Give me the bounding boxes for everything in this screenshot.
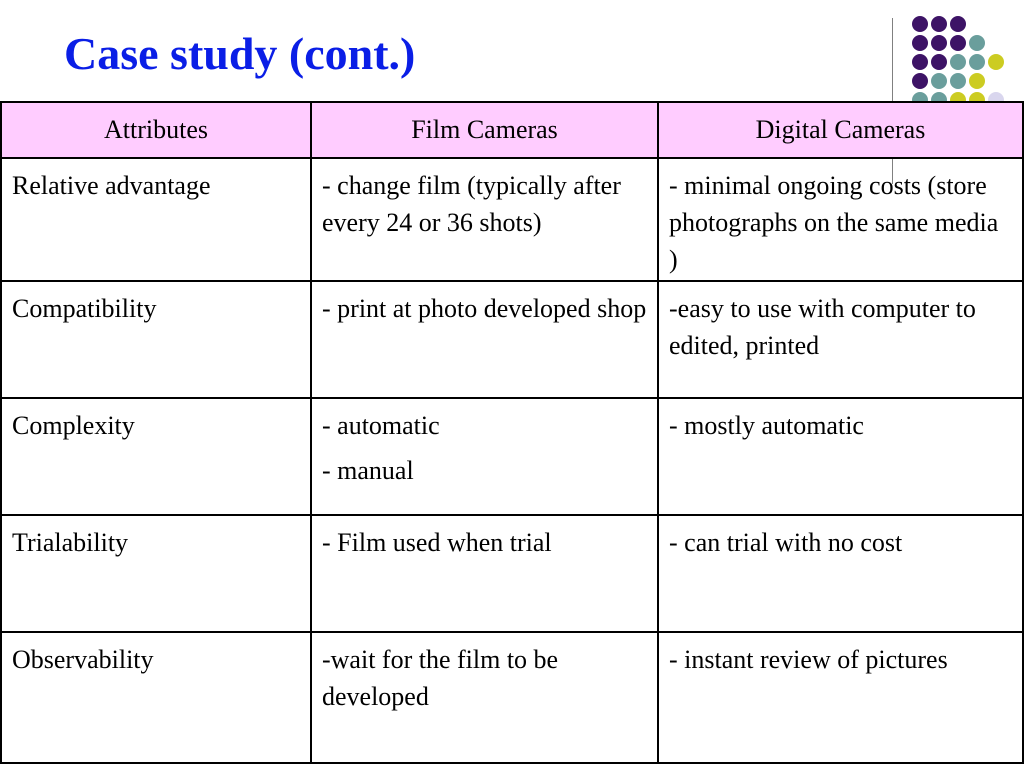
attribute-cell: Trialability [0, 514, 312, 633]
slide-title: Case study (cont.) [64, 28, 416, 79]
digital-cell-line: - mostly automatic [669, 411, 864, 440]
digital-cell: - can trial with no cost [657, 514, 1024, 633]
decorative-dot [912, 54, 928, 70]
film-cell-line: - change film (typically after every 24 … [322, 171, 621, 237]
decorative-dot [931, 73, 947, 89]
attribute-cell: Relative advantage [0, 157, 312, 282]
comparison-table: Attributes Film Cameras Digital Cameras … [0, 101, 1024, 764]
digital-cell-line: - instant review of pictures [669, 645, 948, 674]
table-row: Trialability - Film used when trial - ca… [0, 514, 1024, 633]
film-cell: - automatic - manual [310, 397, 659, 516]
decorative-dot [950, 54, 966, 70]
decorative-dot [931, 54, 947, 70]
table-header-row: Attributes Film Cameras Digital Cameras [0, 101, 1024, 159]
table-row: Relative advantage - change film (typica… [0, 157, 1024, 282]
decorative-dot [969, 54, 985, 70]
film-cell: - Film used when trial [310, 514, 659, 633]
film-cell-line: - automatic [322, 411, 440, 440]
film-cell-line: - Film used when trial [322, 528, 552, 557]
digital-cell: - minimal ongoing costs (store photograp… [657, 157, 1024, 282]
film-cell-line: - print at photo developed shop [322, 294, 647, 323]
film-cell: - change film (typically after every 24 … [310, 157, 659, 282]
digital-cell: - instant review of pictures [657, 631, 1024, 764]
decorative-dot [912, 16, 928, 32]
decorative-dot [912, 73, 928, 89]
decorative-dot [950, 35, 966, 51]
decorative-dot [950, 73, 966, 89]
film-cell-line: -wait for the film to be developed [322, 645, 559, 711]
attribute-cell: Complexity [0, 397, 312, 516]
digital-cell-line: -easy to use with computer to edited, pr… [669, 294, 976, 360]
decorative-dot [969, 35, 985, 51]
header-attributes: Attributes [0, 101, 312, 159]
table-row: Compatibility - print at photo developed… [0, 280, 1024, 399]
digital-cell-line: - minimal ongoing costs (store photograp… [669, 171, 999, 274]
table-row: Complexity - automatic - manual - mostly… [0, 397, 1024, 516]
attribute-cell: Observability [0, 631, 312, 764]
decorative-dot [931, 35, 947, 51]
table-row: Observability -wait for the film to be d… [0, 631, 1024, 764]
decorative-dot [950, 16, 966, 32]
header-digital-cameras: Digital Cameras [657, 101, 1024, 159]
digital-cell: -easy to use with computer to edited, pr… [657, 280, 1024, 399]
film-cell-line: - manual [322, 456, 414, 485]
digital-cell-line: - can trial with no cost [669, 528, 903, 557]
film-cell: - print at photo developed shop [310, 280, 659, 399]
decorative-dot [969, 73, 985, 89]
decorative-dot [912, 35, 928, 51]
digital-cell: - mostly automatic [657, 397, 1024, 516]
decorative-dot [988, 54, 1004, 70]
attribute-cell: Compatibility [0, 280, 312, 399]
header-film-cameras: Film Cameras [310, 101, 659, 159]
decorative-dot [931, 16, 947, 32]
film-cell: -wait for the film to be developed [310, 631, 659, 764]
title-divider-line [892, 18, 893, 184]
comparison-table-container: Attributes Film Cameras Digital Cameras … [0, 101, 1024, 764]
